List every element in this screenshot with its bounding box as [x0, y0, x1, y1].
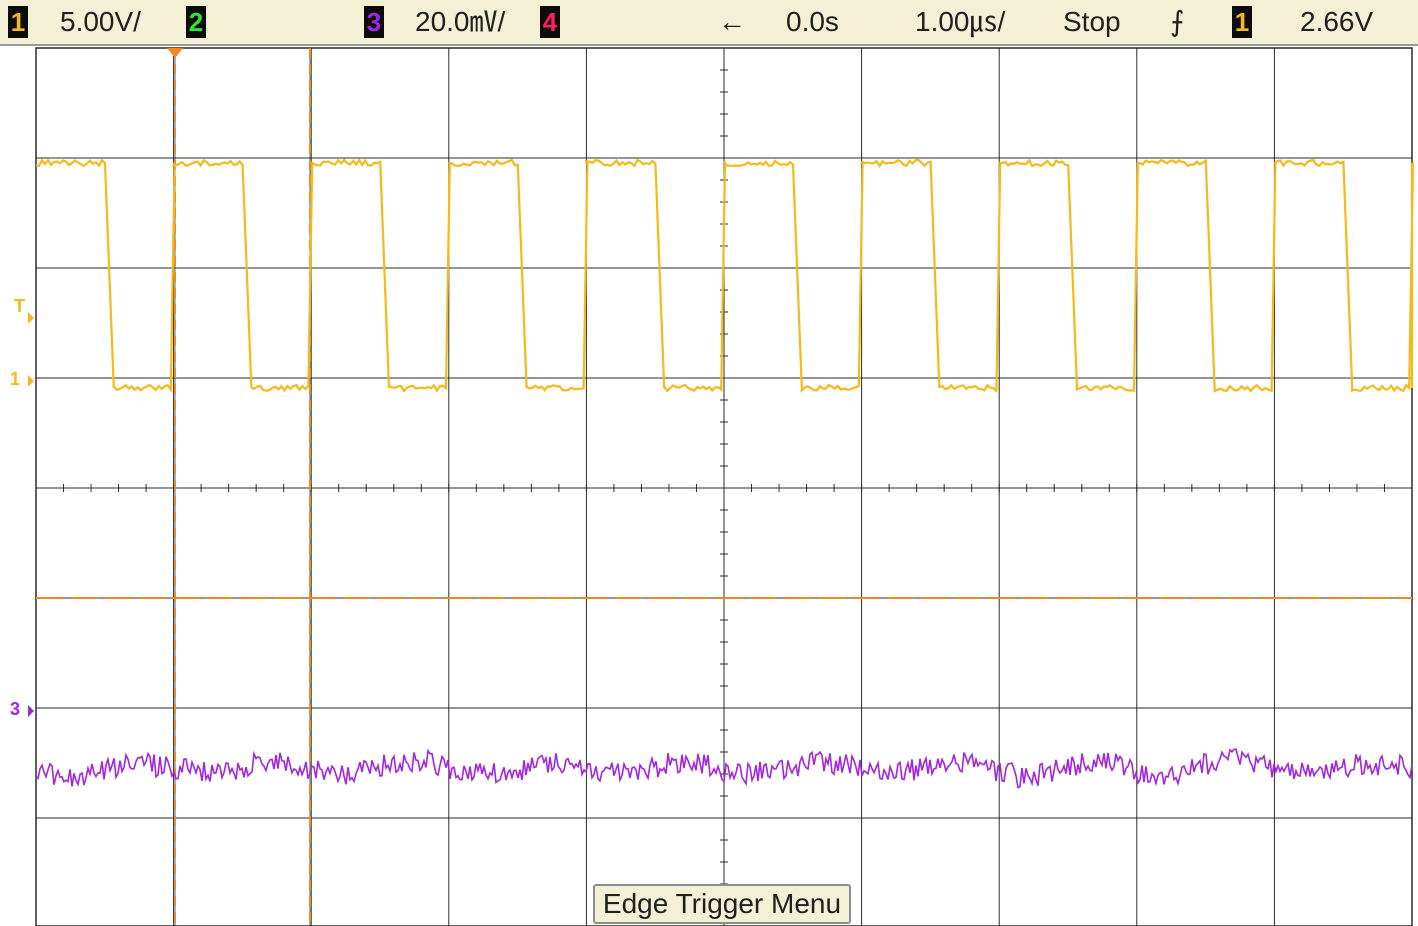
channel-3-badge[interactable]: 3 — [364, 6, 384, 38]
trigger-position-marker — [167, 48, 183, 58]
trigger-level-arrow-icon — [28, 312, 34, 324]
scope-graticule — [0, 46, 1418, 926]
run-state[interactable]: Stop — [1063, 5, 1121, 39]
channel-3-arrow-icon — [28, 705, 34, 717]
channel-4-badge[interactable]: 4 — [540, 6, 560, 38]
channel-1-scale[interactable]: 5.00V/ — [60, 5, 141, 39]
trigger-level-marker: T — [14, 297, 25, 315]
rising-edge-icon: ⨍ — [1170, 5, 1185, 39]
time-delay[interactable]: 0.0s — [786, 5, 839, 39]
channel-1-badge[interactable]: 1 — [8, 6, 28, 38]
channel-2-badge[interactable]: 2 — [186, 6, 206, 38]
trigger-level[interactable]: 2.66V — [1300, 5, 1373, 39]
channel-3-scale[interactable]: 20.0㎷/ — [415, 5, 505, 39]
channel-1-arrow-icon — [28, 375, 34, 387]
trigger-source-badge[interactable]: 1 — [1232, 6, 1252, 38]
channel-1-ground-marker: 1 — [10, 370, 20, 388]
delay-arrow-icon: ← — [718, 5, 746, 39]
channel-3-ground-marker: 3 — [10, 700, 20, 718]
timebase[interactable]: 1.00㎲/ — [915, 5, 1005, 39]
status-bar: 1 5.00V/ 2 3 20.0㎷/ 4 ← 0.0s 1.00㎲/ Stop… — [0, 0, 1418, 46]
edge-trigger-menu-label: Edge Trigger Menu — [593, 884, 851, 924]
